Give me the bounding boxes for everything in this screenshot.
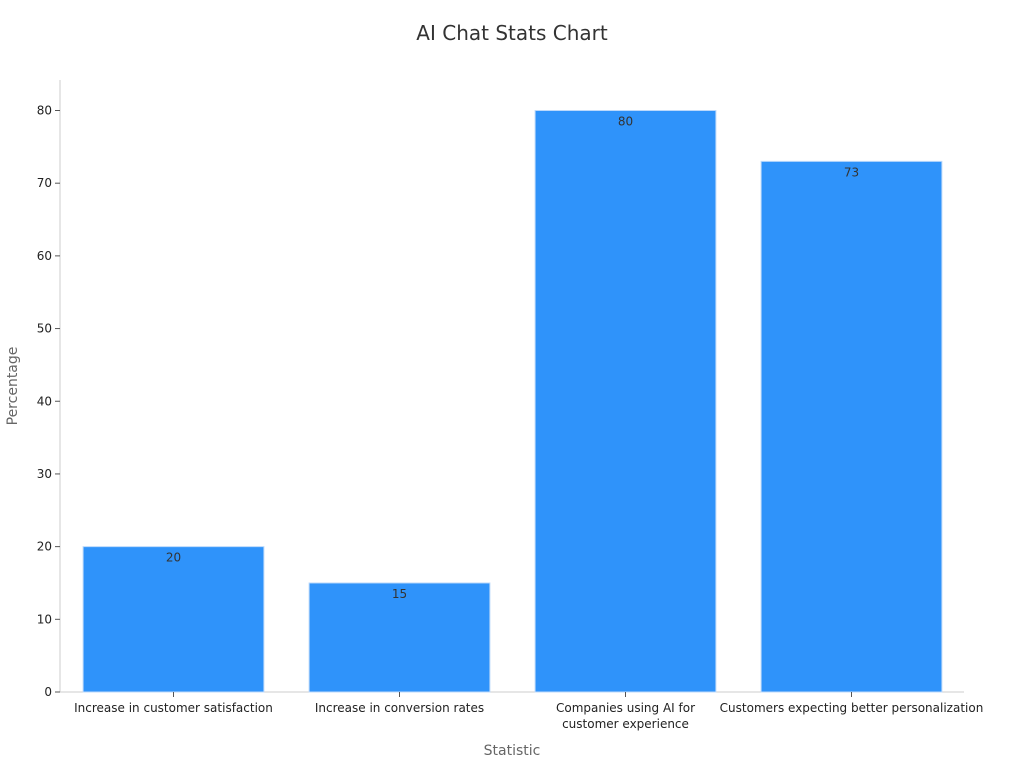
bar [534, 110, 717, 693]
x-tick-label: Increase in conversion rates [315, 701, 484, 715]
y-tick-label: 40 [37, 394, 52, 408]
y-tick-label: 70 [37, 176, 52, 190]
bar [82, 546, 265, 693]
bar-data-label: 73 [844, 165, 859, 179]
y-tick-label: 50 [37, 322, 52, 336]
chart-title: AI Chat Stats Chart [416, 21, 608, 45]
y-tick-label: 10 [37, 612, 52, 626]
y-tick-label: 20 [37, 540, 52, 554]
bar [760, 160, 943, 693]
y-ticks: 0 10 20 30 40 50 60 70 80 [37, 104, 60, 699]
bar [308, 582, 491, 693]
x-tick-label: Customers expecting better personalizati… [720, 701, 984, 715]
bars: 20 15 80 73 [82, 110, 943, 693]
bar-data-label: 20 [166, 551, 181, 565]
y-axis-label: Percentage [5, 347, 21, 426]
x-axis-label: Statistic [484, 743, 541, 759]
bar-data-label: 15 [392, 587, 407, 601]
x-tick-label: Companies using AI for customer experienc… [556, 701, 695, 731]
x-ticks: Increase in customer satisfaction Increas… [74, 692, 983, 731]
y-tick-label: 60 [37, 249, 52, 263]
bar-data-label: 80 [618, 115, 633, 129]
x-tick-label: Increase in customer satisfaction [74, 701, 273, 715]
y-tick-label: 80 [37, 104, 52, 118]
y-tick-label: 0 [44, 685, 52, 699]
y-tick-label: 30 [37, 467, 52, 481]
